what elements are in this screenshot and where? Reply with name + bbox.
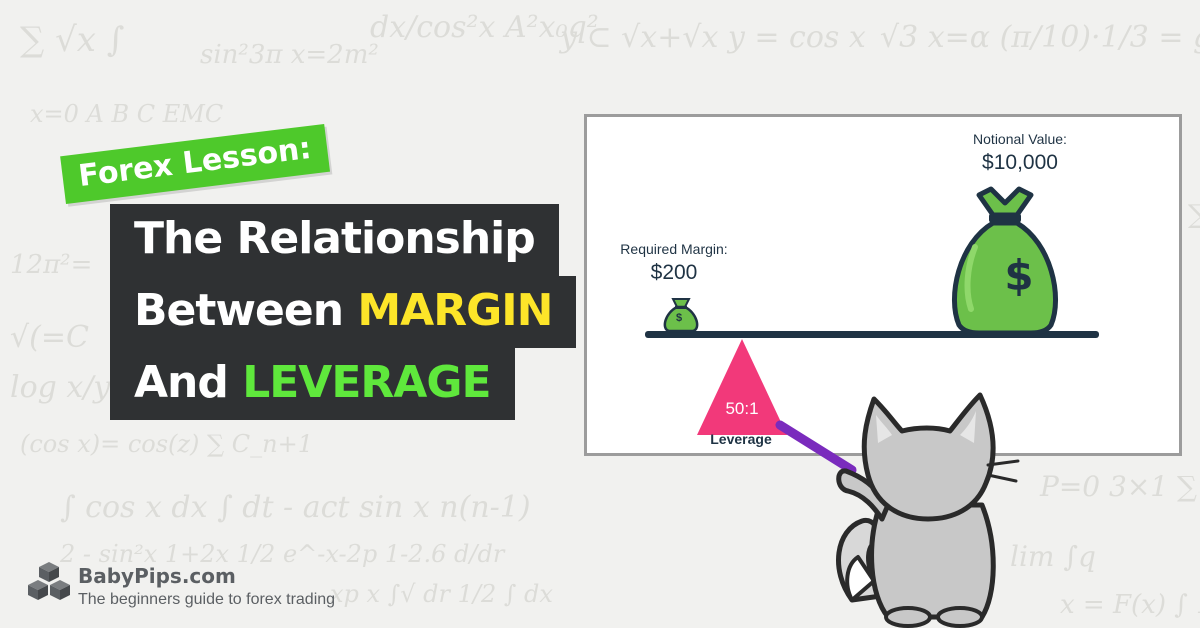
bg-formula: y ⊂ √x+√x y = cos x xyxy=(560,20,866,55)
money-bag-icon xyxy=(951,186,1059,336)
margin-label: Required Margin: xyxy=(620,241,728,257)
cat-mascot-icon xyxy=(775,392,1020,628)
bg-formula: x=0 A B C EMC xyxy=(30,100,224,128)
bg-formula: ∫ cos x dx ∫ dt - act sin x n(n-1) xyxy=(60,490,531,525)
brand-tagline: The beginners guide to forex trading xyxy=(78,591,336,608)
bg-formula: √3 x=α (π/10)·1/3 = gl² xyxy=(880,20,1200,55)
fulcrum-triangle xyxy=(697,339,787,435)
notional-label: Notional Value: xyxy=(973,131,1067,147)
seesaw-illustration xyxy=(645,186,1099,435)
title-highlight-leverage: LEVERAGE xyxy=(242,357,491,408)
margin-value: $200 xyxy=(650,261,698,284)
cubes-logo-icon xyxy=(28,562,70,600)
title-text-3: And xyxy=(134,357,243,408)
bg-formula: √(=C xyxy=(10,320,89,355)
money-bag-icon xyxy=(663,298,699,333)
bg-formula: ∑ √x ∫ xyxy=(20,20,125,60)
leverage-ratio: 50:1 xyxy=(725,399,759,418)
title-highlight-margin: MARGIN xyxy=(357,285,553,336)
title-text-2: Between xyxy=(134,285,358,336)
brand-name: BabyPips.com xyxy=(78,564,236,588)
big-bag-symbol: $ xyxy=(1004,251,1034,300)
leverage-label: Leverage xyxy=(710,431,772,447)
bg-formula: lim ∫q xyxy=(1010,540,1096,573)
small-bag-symbol: $ xyxy=(675,312,683,324)
bg-formula: 12π²= xyxy=(10,250,93,280)
bg-formula: P=0 3×1 ∑ xyxy=(1040,470,1197,503)
bg-formula: x = F(x) ∫ 1 xyxy=(1060,590,1200,620)
bg-formula: xp x ∫√ dr 1/2 ∫ dx xyxy=(330,580,553,608)
title-line-2: Between MARGIN xyxy=(110,276,577,348)
bg-formula: ∑ xyxy=(1188,200,1200,230)
title-text-1: The Relationship xyxy=(134,213,536,264)
title-line-3: And LEVERAGE xyxy=(110,348,515,420)
bg-formula: sin²3π x=2m² xyxy=(200,40,379,70)
bg-formula: dx/cos²x A²x₀q² xyxy=(370,10,599,45)
bg-formula: 2 - sin²x 1+2x 1/2 e^-x-2p 1-2.6 d/dr xyxy=(60,540,505,568)
notional-value: $10,000 xyxy=(982,151,1058,174)
title-line-1: The Relationship xyxy=(110,204,559,276)
bg-formula: (cos x)= cos(z) ∑ C_n+1 xyxy=(20,430,314,458)
bg-formula: log x/y xyxy=(10,370,111,405)
leverage-diagram-panel: Required Margin: $200 $ Notional Value: … xyxy=(584,114,1182,456)
